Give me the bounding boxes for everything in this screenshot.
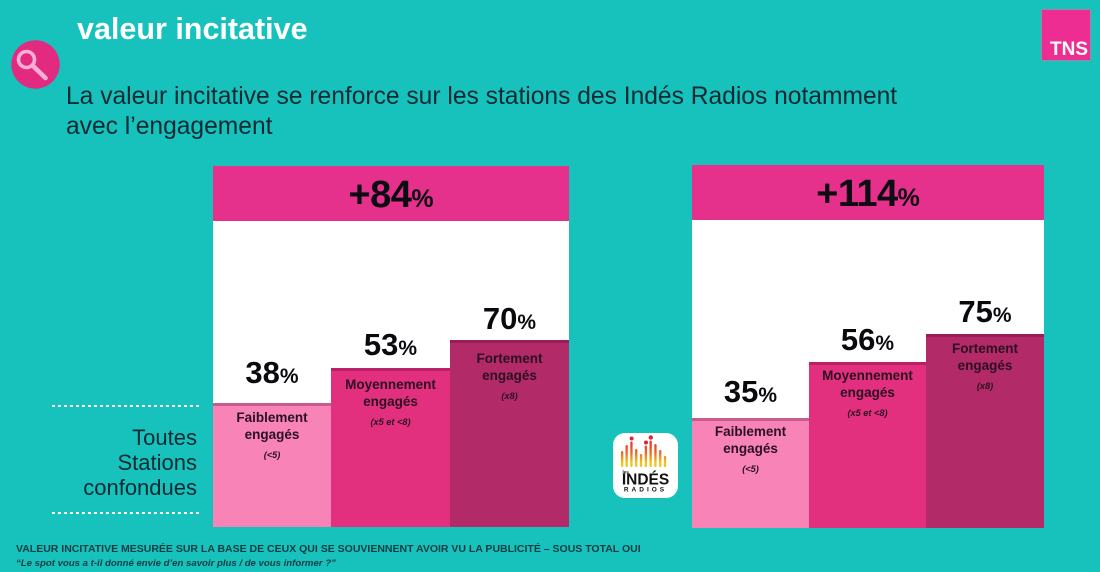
- svg-text:INDÉS: INDÉS: [622, 472, 669, 489]
- svg-text:les: les: [623, 470, 630, 475]
- svg-text:RADIOS: RADIOS: [624, 487, 667, 494]
